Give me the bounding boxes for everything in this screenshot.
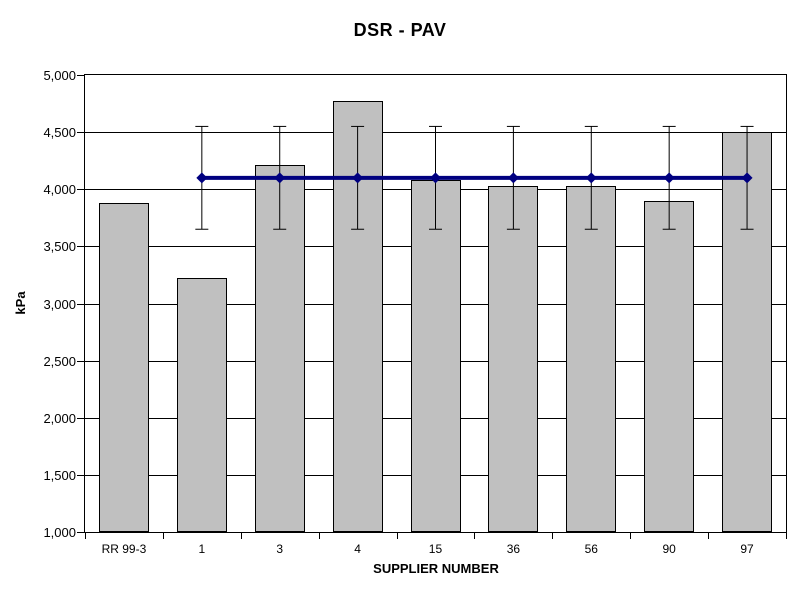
x-axis-title: SUPPLIER NUMBER	[373, 561, 499, 576]
y-axis-tick	[77, 475, 84, 476]
y-axis-tick	[77, 532, 84, 533]
x-axis-tick-label: 4	[354, 542, 361, 556]
x-axis-tick-label: RR 99-3	[101, 542, 147, 556]
y-axis-tick	[77, 75, 84, 76]
y-axis-tick	[77, 304, 84, 305]
x-axis-tick	[397, 533, 398, 539]
y-axis-tick-label: 2,000	[43, 411, 76, 426]
x-axis-tick	[786, 533, 787, 539]
diamond-marker	[196, 172, 208, 184]
y-axis-tick-label: 4,000	[43, 182, 76, 197]
bar-1	[176, 278, 227, 532]
y-axis-tick-label: 3,500	[43, 239, 76, 254]
x-axis-tick	[630, 533, 631, 539]
bar-90	[644, 200, 695, 532]
bar-36	[488, 185, 539, 532]
x-axis-tick	[163, 533, 164, 539]
y-axis-tick-label: 2,500	[43, 354, 76, 369]
x-axis-tick-label: 90	[662, 542, 676, 556]
bar-RR 99-3	[98, 202, 149, 532]
y-axis-tick	[77, 361, 84, 362]
bar-4	[332, 101, 383, 532]
diamond-marker	[352, 172, 364, 184]
diamond-marker	[663, 172, 675, 184]
y-axis-tick	[77, 189, 84, 190]
x-axis-tick	[552, 533, 553, 539]
x-axis-tick-label: 3	[276, 542, 284, 556]
x-axis-tick	[241, 533, 242, 539]
diamond-marker	[741, 172, 753, 184]
x-axis-tick-label: 15	[428, 542, 443, 556]
plot-area	[84, 74, 787, 533]
y-axis-tick-label: 1,000	[43, 525, 76, 540]
diamond-marker	[507, 172, 519, 184]
x-axis-tick	[85, 533, 86, 539]
diamond-marker	[430, 172, 441, 184]
y-axis-tick-label: 5,000	[43, 68, 76, 83]
x-axis-tick-label: 56	[584, 542, 598, 556]
y-axis-tick-label: 1,500	[43, 468, 76, 483]
diamond-marker	[274, 172, 286, 184]
y-axis-tick-label: 3,000	[43, 297, 76, 312]
y-axis-tick	[77, 132, 84, 133]
x-axis-tick-label: 97	[740, 542, 754, 556]
bar-15	[410, 180, 461, 532]
x-axis-tick	[319, 533, 320, 539]
x-axis-tick-label: 1	[198, 542, 206, 556]
x-axis-tick-label: 36	[506, 542, 521, 556]
y-axis-tick	[77, 246, 84, 247]
chart-title: DSR - PAV	[353, 20, 447, 40]
series-overlay	[195, 125, 754, 230]
y-axis-tick	[77, 418, 84, 419]
y-axis-tick-label: 4,500	[43, 125, 76, 140]
diamond-marker	[585, 172, 597, 184]
x-axis-tick	[708, 533, 709, 539]
x-axis-tick	[474, 533, 475, 539]
bar-56	[566, 185, 617, 532]
